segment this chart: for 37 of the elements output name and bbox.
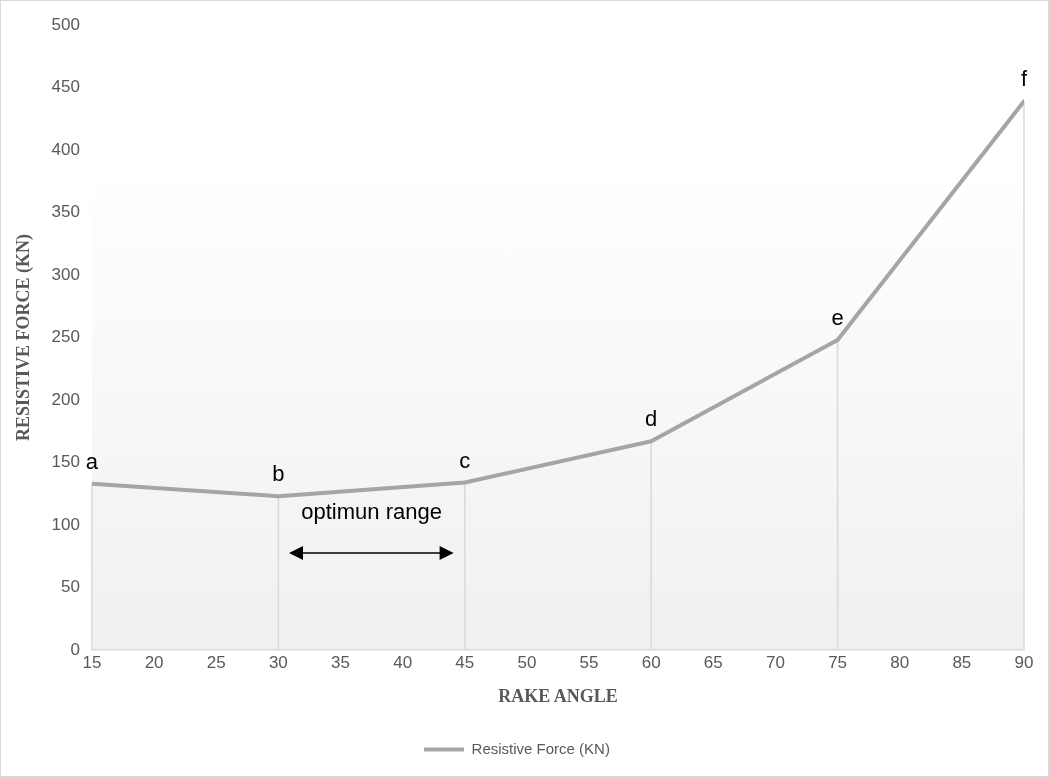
- y-tick-label: 250: [51, 327, 80, 347]
- x-tick-label: 65: [703, 652, 723, 672]
- x-tick-label: 85: [952, 652, 972, 672]
- y-tick-label: 100: [51, 514, 80, 534]
- x-axis-title: RAKE ANGLE: [498, 685, 618, 706]
- x-tick-label: 45: [455, 652, 475, 672]
- x-tick-label: 35: [331, 652, 350, 672]
- x-tick-label: 50: [517, 652, 537, 672]
- x-tick-label: 70: [766, 652, 785, 672]
- annotation: f: [1020, 66, 1028, 92]
- y-axis-title: RESISTIVE FORCE (KN): [13, 233, 35, 442]
- y-tick-label: 150: [51, 452, 80, 472]
- annotation: e: [831, 305, 844, 331]
- x-tick-label: 30: [268, 652, 288, 672]
- y-tick-label: 400: [51, 139, 80, 159]
- annotation: optimun range: [301, 498, 442, 524]
- y-tick-label: 500: [51, 14, 80, 34]
- x-tick-label: 20: [144, 652, 164, 672]
- x-tick-label: 80: [890, 652, 910, 672]
- annotation: d: [645, 406, 658, 432]
- y-tick-label: 300: [51, 264, 80, 284]
- x-tick-label: 90: [1014, 652, 1034, 672]
- legend-label: Resistive Force (KN): [471, 739, 610, 757]
- y-tick-label: 0: [70, 639, 80, 659]
- x-tick-label: 25: [206, 652, 226, 672]
- x-tick-label: 60: [641, 652, 661, 672]
- x-tick-label: 75: [828, 652, 848, 672]
- y-tick-label: 450: [51, 77, 80, 97]
- annotation: c: [459, 447, 471, 473]
- annotation: a: [85, 448, 99, 474]
- x-tick-label: 55: [579, 652, 599, 672]
- y-tick-label: 350: [51, 202, 80, 222]
- x-tick-label: 40: [393, 652, 413, 672]
- y-tick-label: 50: [61, 577, 80, 597]
- y-tick-label: 200: [51, 389, 80, 409]
- annotation: b: [272, 461, 285, 487]
- x-tick-label: 15: [82, 652, 102, 672]
